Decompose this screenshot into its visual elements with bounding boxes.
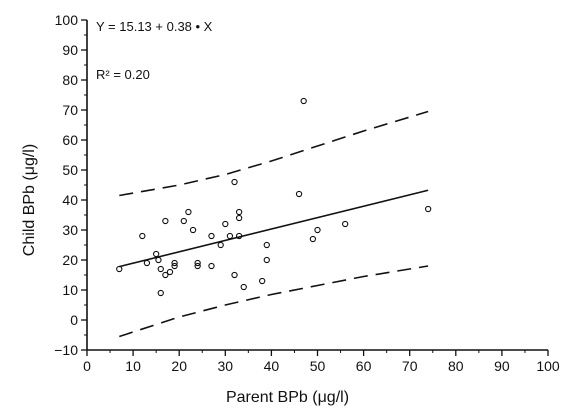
data-point [226,232,234,240]
data-point [143,259,151,267]
data-point [314,226,321,234]
data-point [342,220,349,228]
data-point [263,241,270,249]
x-tick-label: 40 [264,358,280,374]
regression-equation: Y = 15.13 + 0.38 • X [96,19,213,34]
y-tick-label: 30 [62,222,78,238]
x-tick-label: 80 [448,358,464,374]
data-point [240,283,247,291]
x-tick-label: 30 [218,358,234,374]
y-tick-label: 80 [62,72,78,88]
plot-area: −10 0 10 20 30 40 50 60 70 80 90 100 0 10 20 30 40 50 60 70… [21,12,560,406]
data-point [185,208,192,216]
y-tick-label: 100 [55,12,79,28]
data-point [231,178,238,186]
data-point [116,265,123,273]
y-tick-label: 50 [62,162,78,178]
data-point [300,97,307,105]
data-point [171,259,178,267]
data-point [194,259,201,267]
x-axis-title: Parent BPb (μg/l) [226,389,349,406]
y-tick-label: 10 [62,282,78,298]
data-point [157,265,164,273]
x-tick-label: 20 [171,358,187,374]
data-point [152,250,160,258]
x-tick-label: 50 [310,358,326,374]
x-tick-label: 100 [536,358,560,374]
data-point [222,220,229,228]
upper-confidence-band [119,110,429,197]
y-tick-label: 20 [62,252,78,268]
data-point [162,217,169,225]
data-point [208,232,215,240]
data-point [171,262,178,270]
x-tick-label: 60 [356,358,372,374]
data-point [189,226,197,234]
data-point [162,271,169,279]
y-axis-title: Child BPb (μg/l) [21,144,38,256]
y-tick-label: 0 [70,312,78,328]
data-point [235,232,243,240]
data-point [180,217,187,225]
r-squared-label: R² = 0.20 [96,67,150,82]
data-point [259,277,266,285]
x-tick-label: 0 [83,358,91,374]
data-point [139,232,146,240]
lower-confidence-band [119,265,429,338]
data-point [424,205,432,213]
data-point [208,262,215,270]
regression-line [119,189,429,268]
data-point [217,241,224,249]
x-tick-label: 10 [125,358,141,374]
data-point [263,256,270,264]
y-tick-label: 70 [62,102,78,118]
data-point [231,271,238,279]
data-point [166,268,174,276]
y-tick-label: 60 [62,132,78,148]
y-tick-label: 90 [62,42,78,58]
data-point [235,208,243,216]
data-point [295,190,303,198]
y-tick-label: 40 [62,192,78,208]
data-point [155,256,162,264]
x-tick-label: 90 [494,358,510,374]
data-point [157,289,164,297]
y-tick-label: −10 [54,342,78,358]
data-point [309,235,317,243]
data-point [235,214,243,222]
x-tick-label: 70 [402,358,418,374]
data-point [194,262,201,270]
